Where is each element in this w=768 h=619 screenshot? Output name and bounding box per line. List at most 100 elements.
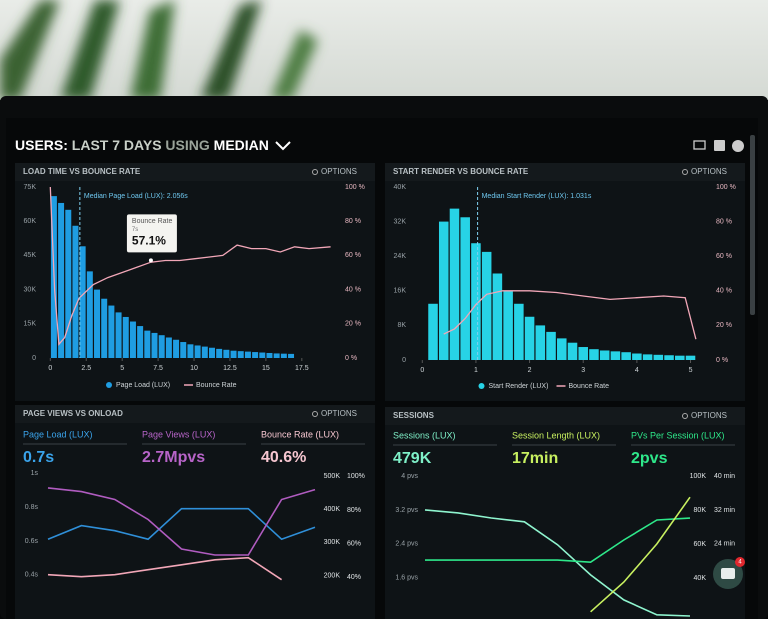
series-line [47,507,316,541]
monitor-icon[interactable] [693,140,706,150]
x-tick-label: 2 [528,367,532,374]
bar [72,225,79,358]
bar [180,342,187,358]
panel-title: PAGE VIEWS VS ONLOAD [23,409,123,418]
y-tick-label: 300K [324,539,341,546]
bar [578,347,588,360]
options-icon[interactable] [682,413,688,419]
bar [546,331,556,360]
stat-label: PVs Per Session (LUX) [631,430,725,440]
bar [449,208,460,360]
help-icon[interactable] [732,140,744,152]
options-button[interactable]: OPTIONS [691,411,727,420]
bar [101,298,108,358]
x-tick-label: 0 [420,367,424,374]
x-tick-label: 5 [120,365,124,372]
x-tick-label: 4 [635,367,639,374]
y-tick-label: 40 min [714,473,735,480]
bar [122,316,129,358]
y-tick-label: 3.2 pvs [395,507,418,514]
y-tick-label: 45K [24,252,37,259]
options-icon[interactable] [682,169,688,175]
x-tick-label: 2.5 [81,365,91,372]
bounce-rate-line [443,290,697,340]
bar [599,350,610,360]
stat-value: 40.6% [261,449,306,466]
bar [201,346,208,358]
y-tick-label: 0.6s [25,538,39,545]
y-tick-label: 100 % [716,184,736,191]
panel-title: SESSIONS [393,411,435,420]
share-icon[interactable] [714,140,725,151]
y-tick-label: 0 % [345,355,357,362]
y-tick-label: 1.6 pvs [395,575,418,582]
legend-label[interactable]: Bounce Rate [196,382,237,389]
y-tick-label: 0 [32,355,36,362]
stat-value: 2pvs [631,450,668,467]
y-tick-label: 100 % [345,184,365,191]
bar [194,345,201,358]
bar [137,326,144,358]
bar [685,355,696,360]
y-tick-label: 8K [397,322,406,329]
y-tick-label: 15K [24,321,37,328]
bar [165,337,172,358]
x-tick-label: 17.5 [295,365,309,372]
y-tick-label: 40K [694,575,707,582]
y-tick-label: 60% [347,540,361,547]
y-tick-label: 40 % [716,288,732,295]
options-button[interactable]: OPTIONS [691,167,727,176]
bar [65,209,72,358]
y-tick-label: 0.8s [25,504,39,511]
stat-label: Sessions (LUX) [393,430,456,440]
panel [15,405,375,619]
y-tick-label: 75K [24,184,37,191]
y-tick-label: 400K [324,506,341,513]
panel-header [385,407,745,425]
tooltip-point [148,258,153,263]
x-tick-label: 3 [581,367,585,374]
y-tick-label: 60 % [345,252,361,259]
plant [0,0,318,100]
y-tick-label: 100% [347,473,365,480]
median-annotation: Median Page Load (LUX): 2.056s [84,193,188,200]
y-tick-label: 2.4 pvs [395,541,418,548]
options-button[interactable]: OPTIONS [321,409,357,418]
title-part[interactable]: LAST 7 DAYS [72,137,162,153]
title-part[interactable]: MEDIAN [214,137,269,153]
panel-header [15,405,375,423]
bar [664,355,674,360]
bar [535,325,546,360]
chat-badge-count: 4 [738,560,742,566]
legend-label[interactable]: Bounce Rate [569,383,610,390]
y-tick-label: 80 % [716,218,732,225]
y-tick-label: 60K [694,541,707,548]
legend-swatch [478,383,485,389]
bar [567,342,578,360]
y-tick-label: 40 % [345,286,361,293]
chat-badge [735,557,745,567]
bar [675,355,685,360]
scrollbar[interactable] [750,135,755,315]
bar [428,303,438,360]
x-tick-label: 12.5 [223,365,237,372]
panel [385,407,745,619]
panel-title: START RENDER VS BOUNCE RATE [393,167,529,176]
options-button[interactable]: OPTIONS [321,167,357,176]
x-tick-label: 10 [190,365,198,372]
bar [223,349,230,358]
legend-label[interactable]: Start Render (LUX) [489,383,549,390]
bar [589,349,599,360]
x-tick-label: 0 [48,365,52,372]
bar [237,351,244,358]
chat-icon [721,568,735,579]
options-icon[interactable] [312,411,318,417]
dashboard-title: USERS: LAST 7 DAYS USING MEDIAN [15,137,269,153]
dropdown-chevron[interactable] [275,141,291,151]
legend-label[interactable]: Page Load (LUX) [116,382,170,389]
y-tick-label: 0 % [716,357,728,364]
y-tick-label: 0 [402,357,406,364]
options-icon[interactable] [312,169,318,175]
